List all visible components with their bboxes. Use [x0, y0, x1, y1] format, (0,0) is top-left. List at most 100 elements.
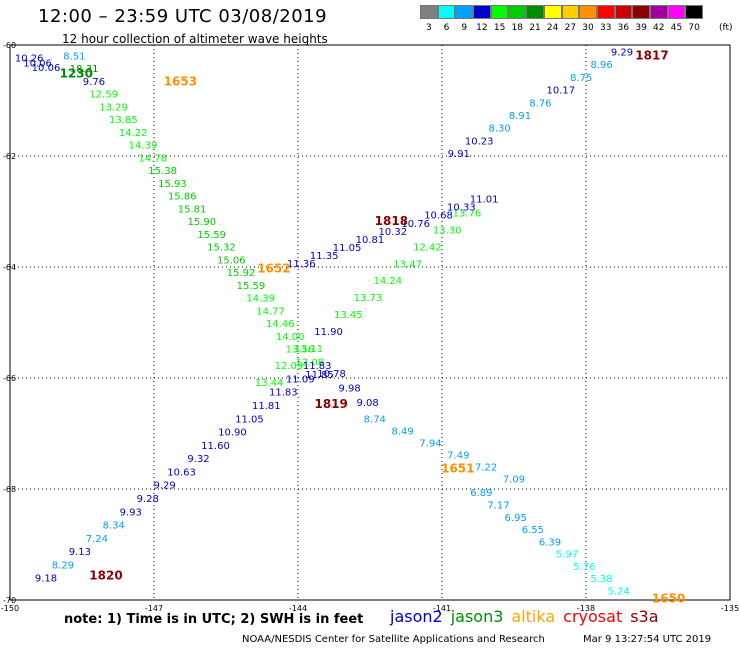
wave-height-label: 14.24	[374, 276, 403, 287]
wave-height-label: 11.83	[269, 388, 298, 399]
wave-height-label: 9.76	[83, 77, 105, 88]
wave-height-label: 9.28	[137, 494, 159, 505]
wave-height-label: 14.39	[129, 141, 158, 152]
wave-height-label: 13.73	[354, 293, 383, 304]
wave-height-label: 7.22	[475, 462, 497, 473]
wave-height-label: 8.30	[488, 124, 510, 135]
wave-height-label: 9.91	[448, 149, 470, 160]
wave-height-label: 10.26	[15, 54, 44, 65]
colorbar: 3 6 9 12 15 18 21 24 27 30 33 36 39 42 45 70	[420, 5, 703, 33]
wave-height-label: 8.96	[590, 60, 612, 71]
colorbar-swatch	[561, 5, 580, 19]
wave-height-label: 14.78	[138, 153, 167, 164]
colorbar-level: 12	[473, 5, 491, 33]
colorbar-level: 3	[420, 5, 438, 33]
pass-time-label: 1653	[164, 75, 197, 89]
colorbar-level: 30	[579, 5, 597, 33]
wave-height-label: 10.33	[447, 203, 476, 214]
legend-entry: s3a	[630, 607, 659, 626]
colorbar-label: 18	[511, 23, 523, 33]
wave-height-label: 9.18	[35, 574, 57, 585]
colorbar-swatch	[490, 5, 509, 19]
credit-line: NOAA/NESDIS Center for Satellite Applica…	[242, 634, 545, 645]
colorbar-label: 36	[617, 23, 630, 33]
map-note: note: 1) Time is in UTC; 2) SWH is in fe…	[64, 612, 364, 627]
longitude-tick-label: -135	[721, 604, 739, 613]
wave-height-label: 18.31	[70, 64, 99, 75]
wave-height-label: 6.95	[505, 513, 527, 524]
colorbar-label: 39	[635, 23, 647, 33]
wave-height-label: 10.63	[167, 467, 196, 478]
colorbar-level: 45	[667, 5, 686, 33]
wave-height-label: 7.49	[447, 450, 469, 461]
colorbar-swatch	[455, 5, 474, 19]
colorbar-level: 9	[455, 5, 474, 33]
wave-height-label: 5.24	[608, 586, 630, 597]
wave-height-label: 10.23	[465, 136, 494, 147]
wave-height-label: 12.59	[89, 90, 118, 101]
colorbar-label: 42	[653, 23, 665, 33]
pass-time-label: 1230	[60, 66, 93, 80]
wave-height-label: 10.17	[546, 86, 575, 97]
wave-height-label: 8.74	[364, 414, 386, 425]
wave-height-label: 7.24	[86, 534, 108, 545]
wave-height-label: 8.75	[570, 73, 592, 84]
colorbar-level: 33	[596, 5, 615, 33]
wave-height-label: 14.22	[119, 128, 148, 139]
wave-height-label: 5.38	[590, 574, 612, 585]
colorbar-label: 30	[582, 23, 594, 33]
wave-height-label: 15.38	[148, 166, 177, 177]
colorbar-swatch	[649, 5, 668, 19]
colorbar-label: 27	[564, 23, 577, 33]
wave-height-label: 14.39	[246, 294, 275, 305]
wave-height-label: 13.44	[255, 378, 284, 389]
pass-time-label: 1652	[257, 262, 290, 276]
wave-height-label: 9.98	[338, 383, 360, 394]
wave-height-label: 9.29	[154, 481, 176, 492]
wave-height-label: 13.47	[393, 259, 422, 270]
axis-ticks: -60 -62 -64 -66 -68 -70-150 -147 -144 -141 -138 -1…	[1, 41, 739, 613]
longitude-tick-label: -150	[1, 604, 19, 613]
wave-height-label: 8.49	[392, 426, 414, 437]
wave-height-label: 8.51	[63, 51, 85, 62]
colorbar-label: 33	[599, 23, 612, 33]
map-title: 12:00 – 23:59 UTC 03/08/2019	[38, 6, 328, 27]
colorbar-swatch	[685, 5, 703, 19]
wave-height-label: 11.05	[235, 414, 264, 425]
wave-height-label: 12.08	[295, 357, 324, 368]
map-subtitle: 12 hour collection of altimeter wave hei…	[62, 32, 328, 46]
wave-height-label: 13.56	[286, 345, 315, 356]
colorbar-level: 70	[685, 5, 703, 33]
colorbar-level: 24	[543, 5, 562, 33]
map-frame	[9, 44, 731, 601]
wave-height-label: 9.93	[120, 507, 142, 518]
colorbar-level: 15	[490, 5, 509, 33]
colorbar-label: 70	[688, 23, 700, 33]
longitude-tick-label: -138	[577, 604, 595, 613]
longitude-tick-label: -144	[289, 604, 307, 613]
colorbar-level: 27	[561, 5, 580, 33]
wave-height-label: 10.68	[424, 211, 453, 222]
colorbar-level: 36	[614, 5, 633, 33]
wave-height-label: 5.97	[556, 550, 578, 561]
colorbar-level: 6	[437, 5, 456, 33]
colorbar-label: 6	[443, 23, 450, 33]
latitude-tick-label: -68	[3, 485, 16, 494]
colorbar-label: 3	[425, 23, 432, 33]
colorbar-swatch	[596, 5, 615, 19]
wave-height-label: 13.30	[433, 225, 462, 236]
colorbar-swatch	[526, 5, 544, 19]
wave-height-label: 10.76	[401, 219, 430, 230]
colorbar-label: 45	[670, 23, 683, 33]
wave-height-label: 7.17	[487, 500, 509, 511]
wave-height-label: 9.08	[356, 398, 378, 409]
wave-height-label: 11.09	[286, 374, 315, 385]
wave-height-label: 6.89	[470, 488, 492, 499]
pass-time-label: 1650	[652, 591, 685, 605]
legend-entry: altika	[511, 607, 556, 626]
grid-lines	[10, 45, 730, 600]
colorbar-label: 12	[476, 23, 488, 33]
wave-height-label: 10.06	[23, 58, 52, 69]
wave-height-label: 11.36	[287, 259, 316, 270]
